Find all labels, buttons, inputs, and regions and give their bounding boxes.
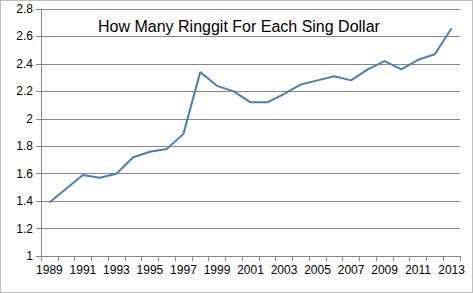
svg-text:1989: 1989 bbox=[36, 263, 63, 277]
svg-text:1.2: 1.2 bbox=[16, 222, 33, 236]
svg-text:2013: 2013 bbox=[438, 263, 465, 277]
svg-text:2.2: 2.2 bbox=[16, 84, 33, 98]
svg-text:1993: 1993 bbox=[103, 263, 130, 277]
svg-text:2007: 2007 bbox=[338, 263, 365, 277]
svg-text:How Many Ringgit For Each Sing: How Many Ringgit For Each Sing Dollar bbox=[98, 18, 381, 35]
svg-text:1997: 1997 bbox=[170, 263, 197, 277]
svg-text:1.4: 1.4 bbox=[16, 194, 33, 208]
svg-text:2011: 2011 bbox=[405, 263, 431, 277]
svg-text:1991: 1991 bbox=[70, 263, 97, 277]
svg-text:2001: 2001 bbox=[237, 263, 264, 277]
svg-text:1.8: 1.8 bbox=[16, 139, 33, 153]
svg-text:1: 1 bbox=[26, 249, 33, 263]
svg-text:2005: 2005 bbox=[304, 263, 331, 277]
svg-text:1.6: 1.6 bbox=[16, 167, 33, 181]
svg-text:2.6: 2.6 bbox=[16, 29, 33, 43]
svg-text:1995: 1995 bbox=[137, 263, 164, 277]
svg-text:2.8: 2.8 bbox=[16, 2, 33, 16]
svg-text:1999: 1999 bbox=[204, 263, 231, 277]
svg-text:2009: 2009 bbox=[371, 263, 398, 277]
svg-text:2.4: 2.4 bbox=[16, 57, 33, 71]
svg-text:2: 2 bbox=[26, 112, 33, 126]
svg-text:2003: 2003 bbox=[271, 263, 298, 277]
